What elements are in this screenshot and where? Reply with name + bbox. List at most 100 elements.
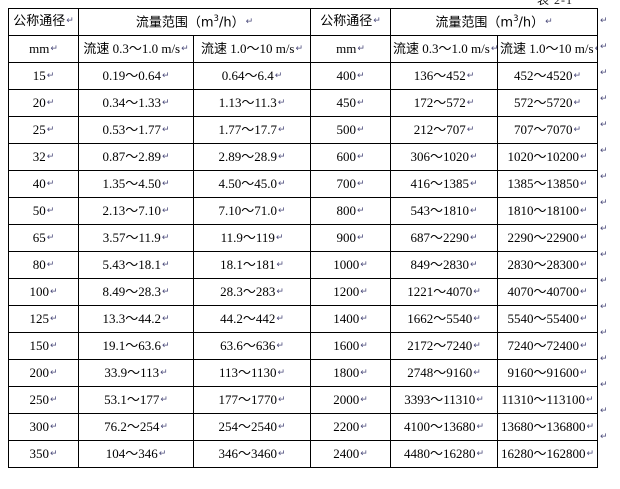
table-row: 100↵ 8.49～28.3↵ 28.3～283↵ 1200↵ 1221～4070↵ 40… (8, 278, 599, 306)
paragraph-mark-icon: ↵ (470, 233, 478, 244)
cell-flow-low-left: 8.49～28.3↵ (78, 278, 194, 306)
paragraph-mark-icon: ↵ (586, 422, 595, 433)
paragraph-mark-icon: ↵ (360, 395, 368, 406)
paragraph-mark-icon: ↵ (573, 98, 582, 109)
table-row: 25↵ 0.53～1.77↵ 1.77～17.7↵ 500↵ 212～707↵ 707～7… (8, 116, 599, 144)
paragraph-mark-icon: ↵ (580, 287, 588, 298)
cell-dn-right: 500↵ (310, 116, 392, 144)
cell-dn-right: 800↵ (310, 197, 392, 225)
paragraph-mark-icon: ↵ (277, 206, 286, 217)
paragraph-mark-icon: ↵ (160, 368, 168, 379)
paragraph-mark-icon: ↵ (600, 172, 608, 182)
paragraph-mark-icon: ↵ (580, 206, 588, 217)
paragraph-mark-icon: ↵ (46, 152, 55, 163)
paragraph-mark-icon: ↵ (49, 368, 58, 379)
paragraph-mark-icon: ↵ (356, 98, 365, 109)
paragraph-mark-icon: ↵ (600, 328, 608, 338)
paragraph-mark-icon: ↵ (356, 71, 365, 82)
cell-flow-high-right: 9160～91600↵ (497, 359, 599, 387)
paragraph-mark-icon: ↵ (277, 422, 286, 433)
cell-flow-high-right: 1810～18100↵ (497, 197, 599, 225)
cell-flow-high-left: 177～1770↵ (192, 386, 312, 414)
paragraph-mark-icon: ↵ (600, 42, 608, 52)
paragraph-mark-icon: ↵ (595, 44, 597, 54)
paragraph-mark-icon: ↵ (356, 152, 365, 163)
cell-flow-high-right: 4070～40700↵ (497, 278, 599, 306)
paragraph-mark-icon: ↵ (473, 314, 481, 325)
paragraph-mark-icon: ↵ (161, 71, 170, 82)
cell-flow-high-right: 2830～28300↵ (497, 251, 599, 279)
cell-dn-right: 400↵ (310, 62, 392, 90)
paragraph-mark-icon: ↵ (600, 354, 608, 364)
cell-flow-high-right: 452～4520↵ (497, 62, 599, 90)
paragraph-mark-icon: ↵ (473, 287, 481, 298)
cell-dn-left: 40↵ (8, 170, 79, 198)
flow-range-table: 公称通径↵ 流量范围（m3/h）↵ 公称通径↵ 流量范围（m3/h）↵ mm↵ … (8, 8, 599, 468)
paragraph-mark-icon: ↵ (600, 224, 608, 234)
table-row: 15↵ 0.19～0.64↵ 0.64～6.4↵ 400↵ 136～452↵ 452～45… (8, 62, 599, 90)
paragraph-mark-icon: ↵ (580, 314, 588, 325)
cell-dn-right: 1800↵ (310, 359, 392, 387)
paragraph-mark-icon: ↵ (161, 260, 170, 271)
header-flow-range-right: 流量范围（m3/h）↵ (390, 8, 599, 36)
paragraph-mark-icon: ↵ (46, 125, 55, 136)
cell-flow-low-right: 543～1810↵ (390, 197, 499, 225)
paragraph-mark-icon: ↵ (600, 432, 608, 442)
paragraph-mark-icon: ↵ (360, 422, 368, 433)
cell-flow-high-right: 7240～72400↵ (497, 332, 599, 360)
cell-dn-left: 250↵ (8, 386, 79, 414)
header-unit-mm-left: mm↵ (8, 35, 79, 63)
cell-flow-high-left: 254～2540↵ (192, 413, 312, 441)
paragraph-mark-icon: ↵ (580, 179, 588, 190)
cell-flow-high-left: 11.9～119↵ (192, 224, 312, 252)
cell-dn-left: 150↵ (8, 332, 79, 360)
cell-flow-high-left: 4.50～45.0↵ (192, 170, 312, 198)
header-velocity-high-right: 流速 1.0～10 m/s↵ (497, 35, 599, 63)
cell-flow-low-right: 4480～16280↵ (390, 440, 499, 468)
table-row: 125↵ 13.3～44.2↵ 44.2～442↵ 1400↵ 1662～5540↵ 55… (8, 305, 599, 333)
paragraph-mark-icon: ↵ (580, 341, 588, 352)
cell-flow-low-right: 2748～9160↵ (390, 359, 499, 387)
paragraph-mark-icon: ↵ (356, 125, 365, 136)
flow-range-table-container: 公称通径↵ 流量范围（m3/h）↵ 公称通径↵ 流量范围（m3/h）↵ mm↵ … (8, 8, 599, 468)
cell-dn-right: 450↵ (310, 89, 392, 117)
paragraph-mark-icon: ↵ (276, 314, 284, 325)
paragraph-mark-icon: ↵ (470, 152, 478, 163)
paragraph-mark-icon: ↵ (160, 422, 168, 433)
cell-flow-high-right: 13680～136800↵ (497, 413, 599, 441)
cell-dn-left: 32↵ (8, 143, 79, 171)
cell-dn-right: 1200↵ (310, 278, 392, 306)
paragraph-mark-icon: ↵ (277, 98, 286, 109)
cell-flow-high-right: 2290～22900↵ (497, 224, 599, 252)
paragraph-mark-icon: ↵ (49, 341, 58, 352)
cell-flow-high-left: 2.89～28.9↵ (192, 143, 312, 171)
paragraph-mark-icon: ↵ (600, 120, 608, 130)
outside-paragraph-marks: ↵ ↵ ↵ ↵ ↵ ↵ ↵ ↵ ↵ ↵ ↵ ↵ ↵ ↵ ↵ ↵ ↵ (600, 8, 618, 450)
cell-dn-right: 600↵ (310, 143, 392, 171)
paragraph-mark-icon: ↵ (356, 179, 365, 190)
cell-flow-high-left: 28.3～283↵ (192, 278, 312, 306)
cell-dn-right: 700↵ (310, 170, 392, 198)
paragraph-mark-icon: ↵ (46, 98, 55, 109)
cell-flow-low-left: 104～346↵ (78, 440, 194, 468)
paragraph-mark-icon: ↵ (276, 287, 284, 298)
paragraph-mark-icon: ↵ (580, 152, 588, 163)
paragraph-mark-icon: ↵ (600, 16, 608, 26)
table-row: 40↵ 1.35～4.50↵ 4.50～45.0↵ 700↵ 416～1385↵ 1385… (8, 170, 599, 198)
paragraph-mark-icon: ↵ (360, 449, 368, 460)
paragraph-mark-icon: ↵ (466, 71, 475, 82)
cell-flow-low-left: 33.9～113↵ (78, 359, 194, 387)
paragraph-mark-icon: ↵ (161, 206, 170, 217)
paragraph-mark-icon: ↵ (50, 44, 58, 55)
cell-flow-low-left: 2.13～7.10↵ (78, 197, 194, 225)
paragraph-mark-icon: ↵ (161, 152, 170, 163)
header-velocity-low-left: 流速 0.3～1.0 m/s↵ (78, 35, 194, 63)
cell-flow-low-right: 416～1385↵ (390, 170, 499, 198)
cell-flow-low-right: 687～2290↵ (390, 224, 499, 252)
cell-flow-high-left: 18.1～181↵ (192, 251, 312, 279)
paragraph-mark-icon: ↵ (277, 449, 286, 460)
header-flow-range-left: 流量范围（m3/h）↵ (77, 8, 312, 36)
paragraph-mark-icon: ↵ (580, 260, 588, 271)
cell-dn-left: 300↵ (8, 413, 79, 441)
paragraph-mark-icon: ↵ (46, 260, 55, 271)
